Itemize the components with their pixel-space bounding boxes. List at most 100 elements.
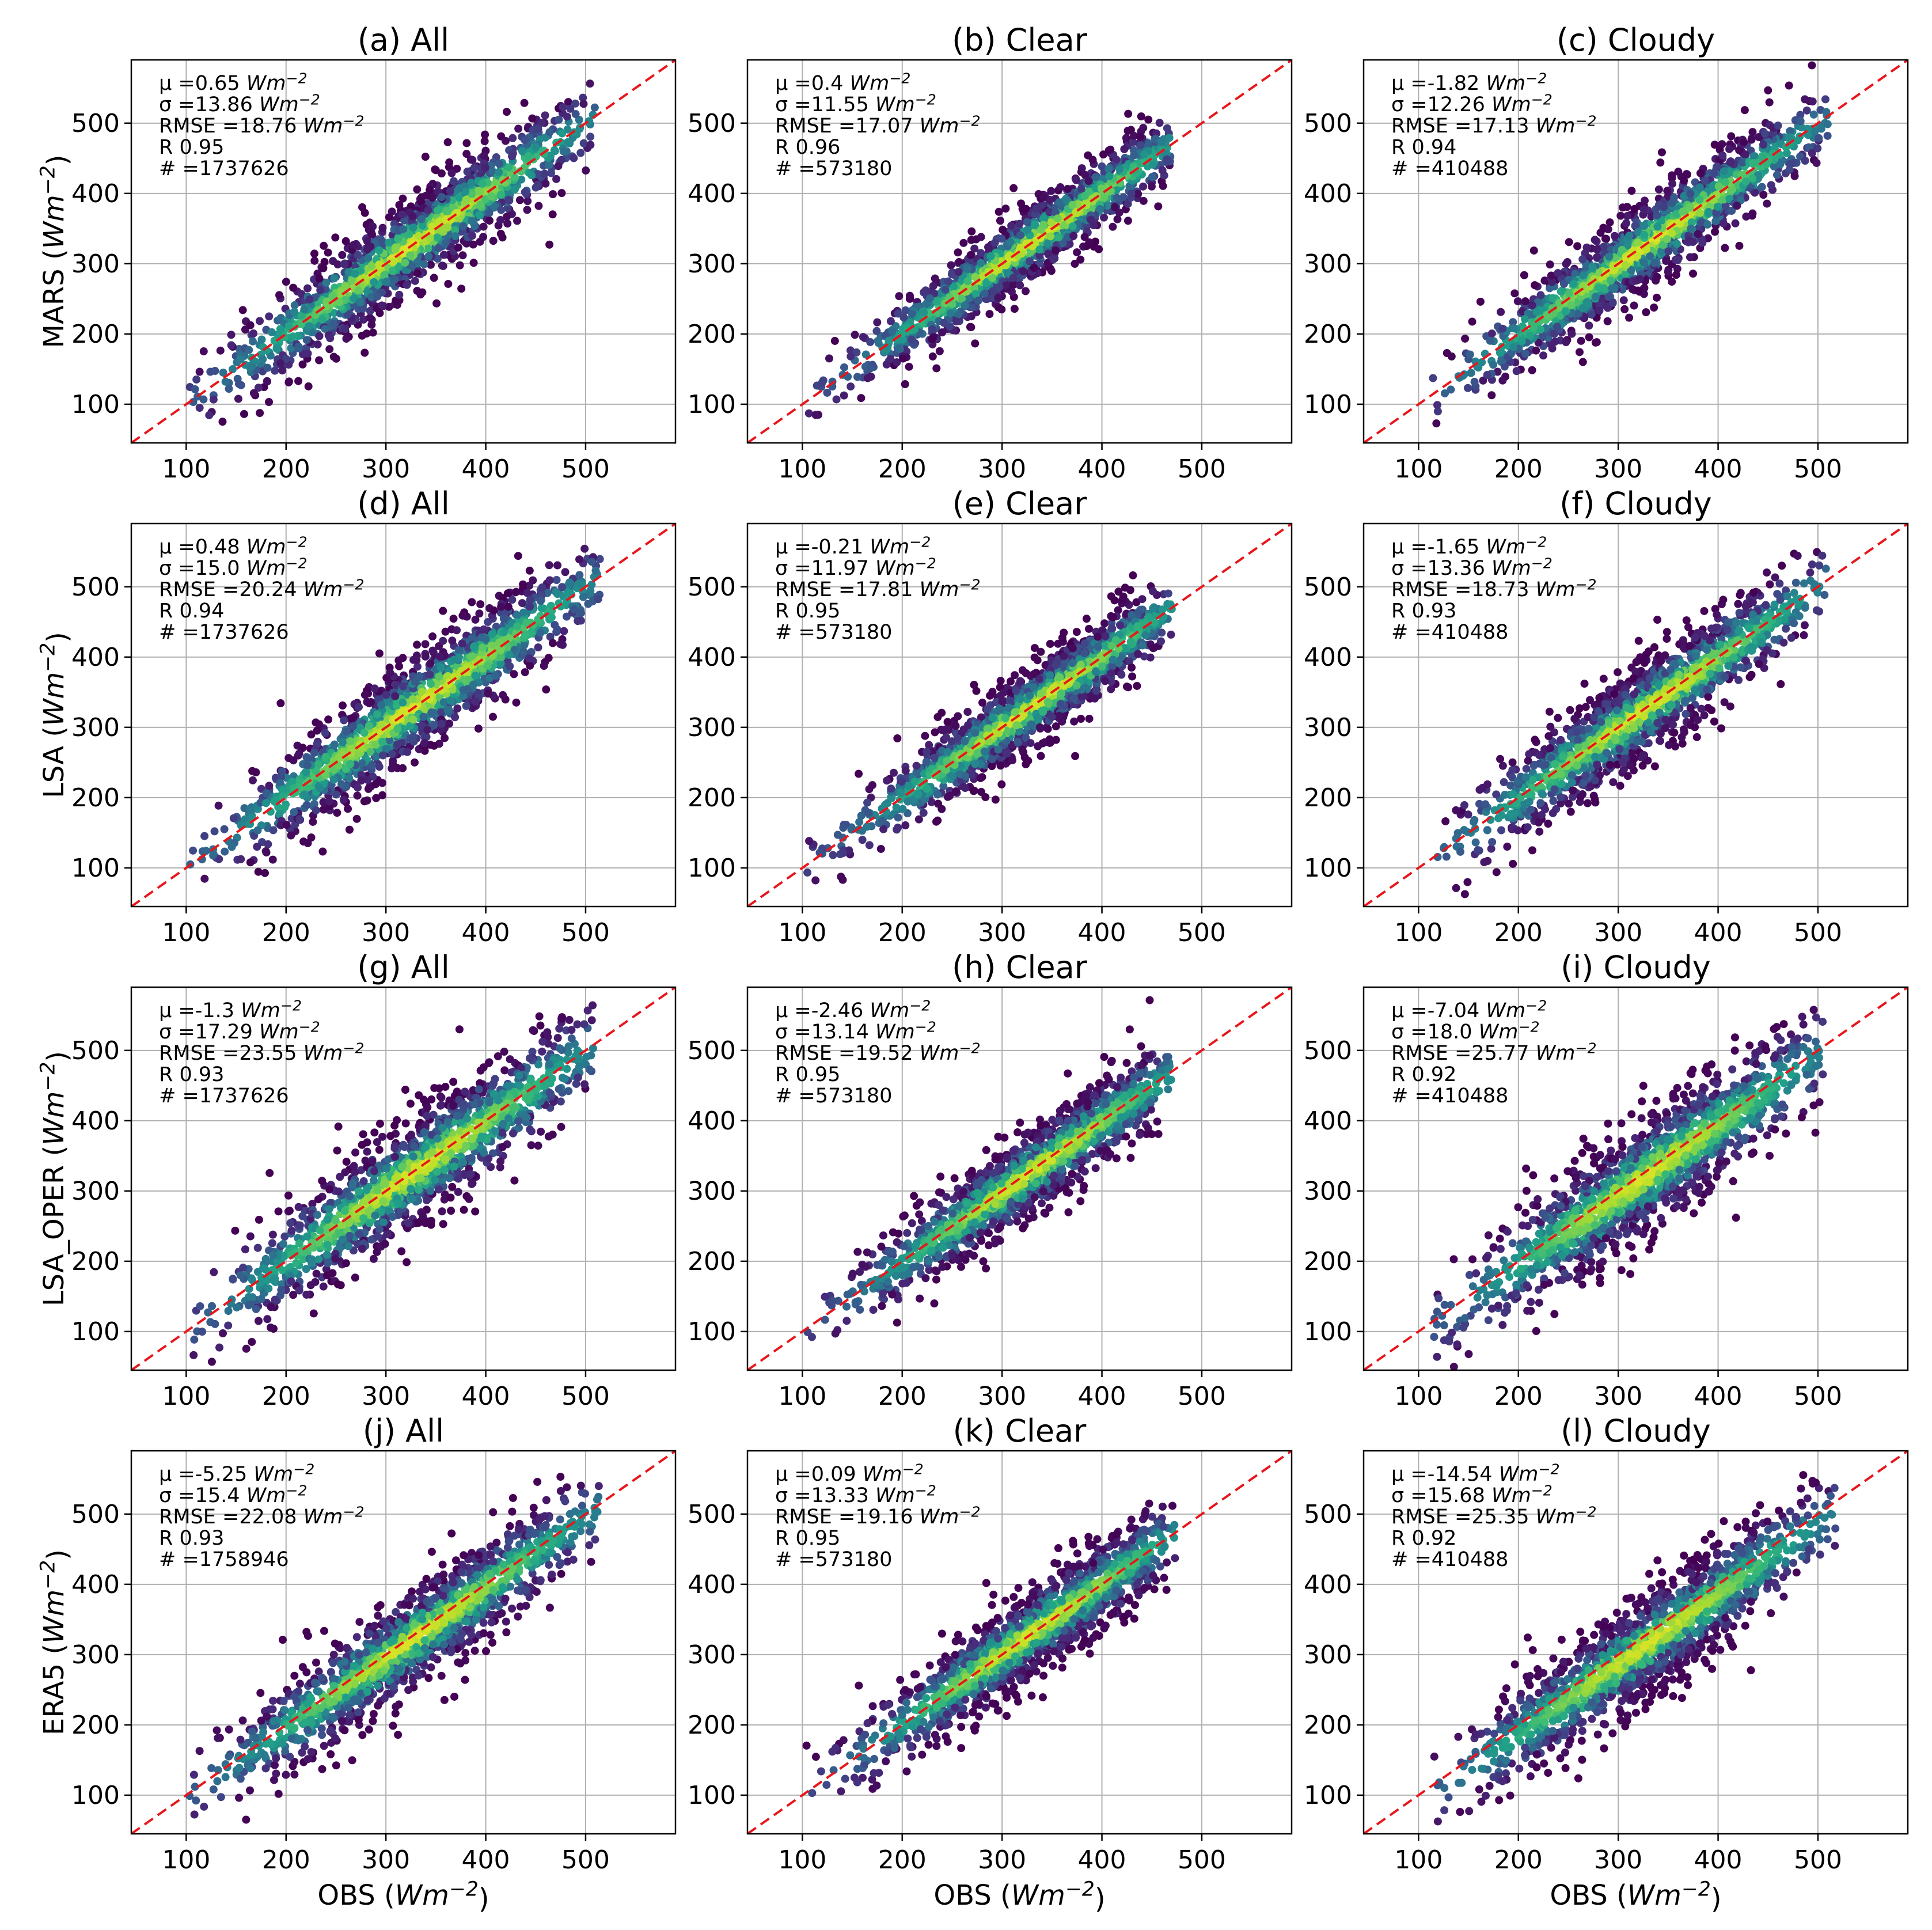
- data-point: [1476, 297, 1485, 306]
- data-point: [501, 136, 510, 145]
- data-point: [1605, 218, 1614, 227]
- data-point: [502, 108, 511, 116]
- data-point: [398, 210, 407, 219]
- data-point: [1123, 127, 1132, 135]
- data-point: [1550, 329, 1558, 338]
- data-point: [886, 317, 895, 325]
- data-point: [941, 285, 950, 294]
- data-point: [264, 840, 272, 848]
- data-point: [491, 202, 499, 211]
- data-point: [310, 249, 318, 258]
- data-point: [380, 271, 389, 279]
- data-point: [1747, 135, 1756, 144]
- data-point: [1513, 297, 1522, 306]
- data-point: [1463, 384, 1472, 392]
- data-point: [1526, 331, 1535, 340]
- data-point: [1650, 259, 1658, 267]
- data-point: [1532, 308, 1541, 316]
- data-point: [284, 377, 293, 386]
- x-tick-label: 100: [778, 454, 826, 484]
- data-point: [1683, 170, 1691, 179]
- data-point: [1642, 245, 1650, 253]
- data-point: [455, 193, 464, 202]
- data-point: [462, 139, 471, 147]
- data-point: [521, 136, 529, 145]
- data-point: [1510, 289, 1519, 298]
- data-point: [863, 374, 872, 382]
- data-point: [1091, 173, 1100, 181]
- data-point: [1115, 208, 1123, 217]
- data-point: [1821, 95, 1829, 104]
- data-point: [525, 566, 534, 575]
- data-point: [364, 253, 373, 262]
- data-point: [882, 360, 891, 369]
- data-point: [946, 322, 954, 331]
- data-point: [439, 606, 447, 615]
- data-point: [932, 364, 941, 373]
- data-point: [1584, 300, 1593, 309]
- data-point: [1546, 260, 1554, 269]
- data-point: [1058, 239, 1067, 248]
- data-point: [356, 298, 365, 306]
- data-point: [1069, 232, 1078, 240]
- data-point: [225, 385, 233, 393]
- y-tick-label: 100: [71, 390, 120, 419]
- data-point: [305, 322, 313, 331]
- data-point: [1602, 302, 1611, 310]
- data-point: [1731, 219, 1740, 227]
- data-point: [1785, 81, 1793, 90]
- data-point: [520, 98, 529, 107]
- data-point: [209, 395, 218, 404]
- data-point: [1007, 221, 1016, 230]
- data-point: [1741, 150, 1750, 159]
- data-point: [495, 160, 503, 168]
- data-point: [990, 238, 999, 247]
- data-point: [392, 243, 400, 252]
- data-point: [1068, 200, 1077, 209]
- data-point: [959, 238, 968, 247]
- data-point: [458, 251, 467, 260]
- data-point: [1498, 324, 1507, 333]
- panel-title: (b) Clear: [952, 22, 1088, 58]
- data-point: [1019, 267, 1027, 275]
- data-point: [272, 344, 281, 353]
- data-point: [256, 317, 264, 325]
- data-point: [1136, 141, 1145, 150]
- data-point: [1575, 348, 1584, 357]
- data-point: [1106, 145, 1115, 154]
- data-point: [1115, 165, 1124, 173]
- data-point: [1796, 111, 1805, 119]
- data-point: [444, 279, 453, 288]
- data-point: [1721, 244, 1729, 252]
- data-point: [462, 195, 470, 204]
- data-point: [304, 382, 313, 390]
- data-point: [205, 411, 214, 419]
- data-point: [1001, 282, 1010, 290]
- data-point: [1592, 338, 1601, 347]
- y-tick-label: 500: [1304, 109, 1352, 138]
- data-point: [351, 269, 359, 278]
- data-point: [470, 163, 479, 172]
- data-point: [315, 356, 324, 365]
- data-point: [503, 213, 511, 221]
- data-point: [1801, 157, 1809, 165]
- data-point: [1554, 269, 1562, 278]
- data-point: [1139, 196, 1148, 205]
- data-point: [579, 139, 588, 147]
- data-point: [1630, 204, 1639, 213]
- data-point: [1539, 351, 1548, 360]
- data-point: [1548, 294, 1557, 302]
- data-point: [322, 278, 331, 287]
- data-point: [971, 273, 980, 282]
- data-point: [362, 329, 371, 338]
- data-point: [540, 169, 549, 178]
- data-point: [905, 291, 914, 300]
- x-tick-label: 400: [462, 454, 510, 484]
- data-point: [409, 223, 417, 232]
- data-point: [811, 411, 820, 419]
- data-point: [1704, 234, 1713, 242]
- data-point: [1553, 323, 1561, 331]
- data-point: [1100, 194, 1109, 202]
- data-point: [920, 308, 928, 317]
